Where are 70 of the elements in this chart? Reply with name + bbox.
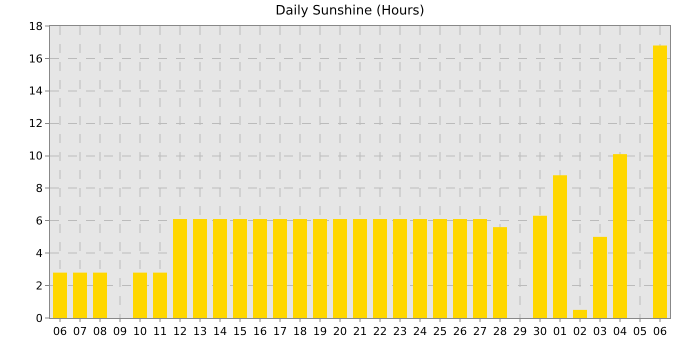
x-tick-label: 24 — [413, 325, 427, 338]
bar — [553, 175, 567, 318]
y-tick-label: 8 — [36, 182, 43, 196]
bar — [133, 272, 147, 318]
bar — [593, 236, 607, 318]
bar — [153, 272, 167, 318]
x-tick-label: 16 — [253, 325, 267, 338]
x-tick-label: 21 — [353, 325, 367, 338]
x-tick-label: 06 — [653, 325, 667, 338]
x-tick-label: 08 — [93, 325, 107, 338]
bar — [493, 227, 507, 318]
x-tick-label: 03 — [593, 325, 607, 338]
x-tick-label: 22 — [373, 325, 387, 338]
bar — [273, 219, 287, 318]
y-tick-label: 4 — [36, 246, 43, 260]
bar — [413, 219, 427, 318]
bar — [213, 219, 227, 318]
x-tick-label: 11 — [153, 325, 167, 338]
x-tick-label: 28 — [493, 325, 507, 338]
y-tick-label: 16 — [28, 52, 43, 66]
x-tick-label: 27 — [473, 325, 487, 338]
y-tick-label: 0 — [36, 312, 43, 325]
bar — [93, 272, 107, 318]
bar — [433, 219, 447, 318]
bar — [233, 219, 247, 318]
bar — [173, 219, 187, 318]
x-tick-label: 01 — [553, 325, 567, 338]
bar — [293, 219, 307, 318]
x-tick-label: 26 — [453, 325, 467, 338]
x-tick-label: 09 — [113, 325, 127, 338]
y-tick-label: 14 — [28, 84, 43, 98]
bar — [333, 219, 347, 318]
x-tick-label: 29 — [513, 325, 527, 338]
x-tick-label: 04 — [613, 325, 627, 338]
bar — [193, 219, 207, 318]
y-tick-label: 12 — [28, 117, 43, 130]
x-tick-label: 14 — [213, 325, 227, 338]
bar — [653, 45, 667, 318]
bar — [253, 219, 267, 318]
x-tick-label: 13 — [193, 325, 207, 338]
x-tick-label: 17 — [273, 325, 287, 338]
bar — [393, 219, 407, 318]
x-tick-label: 25 — [433, 325, 447, 338]
y-tick-label: 2 — [36, 279, 43, 292]
x-tick-label: 23 — [393, 325, 407, 338]
x-tick-label: 06 — [53, 325, 67, 338]
x-tick-label: 20 — [333, 325, 347, 338]
x-tick-label: 19 — [313, 325, 327, 338]
bar — [573, 310, 587, 318]
y-tick-label: 6 — [36, 214, 43, 228]
y-tick-label: 18 — [28, 20, 43, 33]
x-tick-label: 02 — [573, 325, 587, 338]
bar — [473, 219, 487, 318]
bar — [373, 219, 387, 318]
bar — [613, 154, 627, 318]
x-tick-label: 12 — [173, 325, 187, 338]
y-tick-label: 10 — [28, 150, 43, 163]
x-tick-label: 30 — [533, 325, 547, 338]
x-tick-label: 10 — [133, 325, 147, 338]
bar — [53, 272, 67, 318]
bar — [73, 272, 87, 318]
x-tick-label: 05 — [633, 325, 647, 338]
bar — [313, 219, 327, 318]
bar — [533, 216, 547, 318]
bar — [453, 219, 467, 318]
x-tick-label: 07 — [73, 325, 87, 338]
chart-title: Daily Sunshine (Hours) — [276, 3, 424, 18]
bar — [353, 219, 367, 318]
x-tick-label: 18 — [293, 325, 307, 338]
x-tick-label: 15 — [233, 325, 247, 338]
